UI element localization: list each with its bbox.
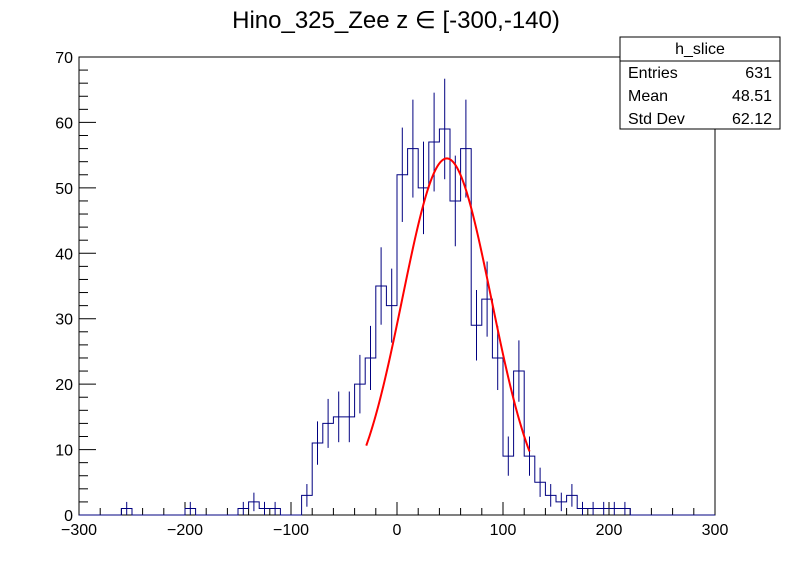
y-axis-tick-labels: 0 10 20 30 40 50 60 70 [55,50,73,525]
stats-box-title: h_slice [675,41,725,58]
x-tick-label: −300 [61,522,97,539]
x-tick-label: −200 [167,522,203,539]
x-tick-label: 200 [596,522,623,539]
y-tick-label: 60 [55,115,73,132]
y-tick-label: 0 [64,508,73,525]
x-axis-tick-labels: −300 −200 −100 0 100 200 300 [61,522,728,539]
stats-entries-label: Entries [628,65,678,82]
x-tick-label: −100 [273,522,309,539]
y-tick-label: 40 [55,246,73,263]
y-tick-label: 50 [55,181,73,198]
y-tick-label: 30 [55,312,73,329]
stats-entries-value: 631 [745,65,772,82]
y-tick-label: 10 [55,443,73,460]
y-tick-label: 20 [55,377,73,394]
x-tick-label: 0 [393,522,402,539]
chart-title: Hino_325_Zee z ∈ [-300,-140) [232,7,560,34]
histogram-outline [79,128,715,516]
stats-stddev-label: Std Dev [628,111,685,128]
y-tick-label: 70 [55,50,73,67]
axis-ticks [78,56,716,516]
stats-mean-label: Mean [628,88,668,105]
gaussian-fit-curve [365,157,531,452]
x-tick-label: 100 [490,522,517,539]
stats-box-frame [619,36,781,130]
stats-stddev-value: 62.12 [732,111,772,128]
stats-mean-value: 48.51 [732,88,772,105]
stats-box: h_slice Entries 631 Mean 48.51 Std Dev 6… [619,36,781,130]
x-tick-label: 300 [702,522,729,539]
